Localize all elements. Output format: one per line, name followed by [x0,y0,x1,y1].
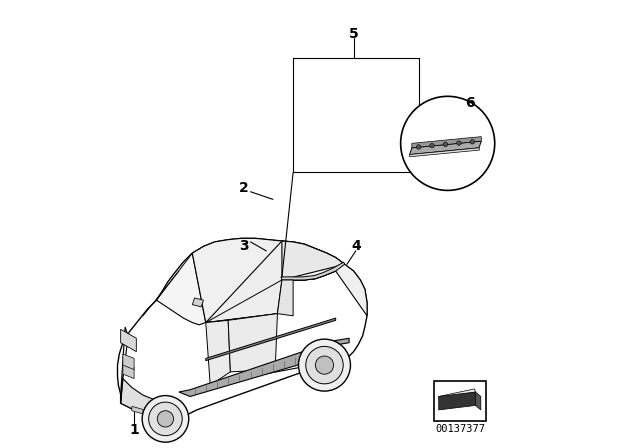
Polygon shape [118,238,367,419]
Polygon shape [163,406,174,414]
Text: 4: 4 [351,239,361,254]
Circle shape [316,356,333,374]
Polygon shape [206,320,230,385]
Polygon shape [157,253,206,325]
Circle shape [148,402,182,435]
Polygon shape [148,406,159,414]
Bar [435,381,486,421]
Circle shape [142,396,189,442]
Polygon shape [206,318,336,361]
Polygon shape [278,280,293,316]
Polygon shape [179,338,349,396]
Polygon shape [228,314,278,372]
Polygon shape [132,406,143,414]
Circle shape [298,339,351,391]
Polygon shape [121,329,136,352]
Circle shape [416,145,421,149]
Polygon shape [121,327,127,403]
Circle shape [306,346,343,384]
Polygon shape [192,238,282,323]
Polygon shape [282,241,345,280]
Text: 1: 1 [129,423,139,437]
Circle shape [443,142,448,146]
Polygon shape [410,141,481,155]
Text: 6: 6 [465,96,475,110]
Polygon shape [123,363,134,379]
Polygon shape [123,354,134,370]
Polygon shape [192,298,204,307]
Polygon shape [439,389,476,400]
Text: 3: 3 [239,239,249,254]
Polygon shape [476,392,481,410]
Polygon shape [439,392,476,410]
Polygon shape [410,148,479,157]
Circle shape [401,96,495,190]
Circle shape [470,139,475,144]
Polygon shape [206,241,345,323]
Text: 5: 5 [349,26,358,41]
Polygon shape [282,264,367,316]
Polygon shape [121,379,179,419]
Circle shape [430,143,435,148]
Circle shape [157,411,173,427]
Polygon shape [281,262,345,280]
Text: 00137377: 00137377 [435,424,485,434]
Circle shape [457,141,461,145]
Text: 2: 2 [239,181,249,195]
Polygon shape [412,137,481,148]
